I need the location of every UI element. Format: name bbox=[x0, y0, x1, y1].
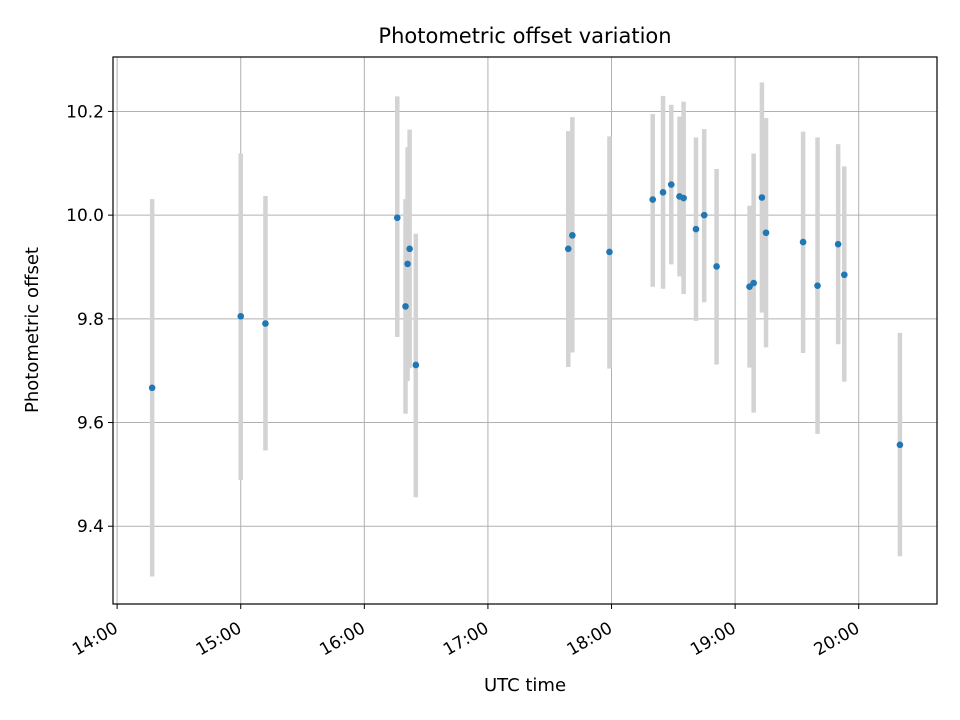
y-axis: 9.4 9.6 9.8 10.0 10.2 bbox=[66, 102, 113, 537]
data-point bbox=[692, 225, 700, 233]
data-point bbox=[750, 279, 757, 287]
data-point bbox=[402, 303, 409, 310]
data-point bbox=[713, 263, 720, 270]
data-point bbox=[667, 181, 675, 188]
data-point bbox=[262, 320, 269, 327]
data-point bbox=[659, 189, 667, 196]
data-point bbox=[148, 384, 156, 392]
data-point bbox=[404, 260, 411, 268]
data-point bbox=[896, 441, 904, 449]
y-tick-label: 10.0 bbox=[66, 206, 104, 226]
data-point bbox=[606, 248, 613, 256]
data-point bbox=[569, 232, 576, 239]
chart-title: Photometric offset variation bbox=[378, 24, 671, 48]
y-axis-title: Photometric offset bbox=[22, 247, 43, 413]
data-point bbox=[799, 238, 807, 246]
y-tick-label: 9.4 bbox=[77, 517, 104, 537]
data-point bbox=[237, 312, 245, 320]
data-point bbox=[393, 214, 401, 222]
data-point bbox=[762, 229, 770, 237]
data-point bbox=[814, 282, 821, 289]
plot-frame bbox=[112, 56, 938, 605]
y-tick-label: 9.6 bbox=[77, 414, 104, 434]
data-point bbox=[680, 194, 687, 202]
data-point bbox=[649, 196, 657, 203]
data-points bbox=[148, 181, 904, 449]
data-point bbox=[834, 240, 842, 248]
y-tick-label: 10.2 bbox=[66, 102, 104, 122]
data-point bbox=[841, 271, 848, 279]
y-tick-label: 9.8 bbox=[77, 310, 104, 330]
data-point bbox=[758, 194, 766, 201]
data-point bbox=[564, 245, 572, 253]
data-point bbox=[412, 361, 420, 369]
data-point bbox=[406, 245, 413, 253]
data-point bbox=[700, 211, 708, 219]
x-axis-title: UTC time bbox=[484, 675, 566, 696]
